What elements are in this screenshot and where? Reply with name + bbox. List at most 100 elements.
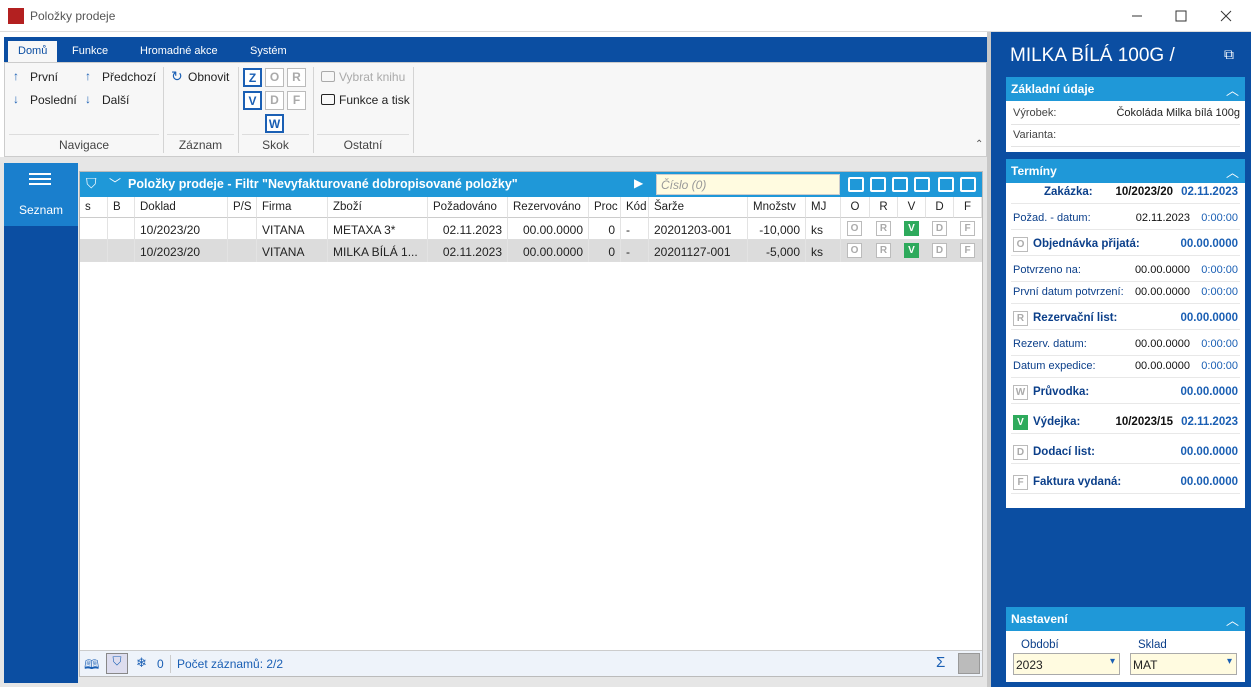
app-icon bbox=[8, 8, 24, 24]
jump-button[interactable]: R bbox=[287, 68, 306, 87]
ribbon-tab[interactable]: Domů bbox=[8, 41, 58, 62]
sidebar-item[interactable]: Seznam bbox=[4, 163, 78, 226]
jump-button[interactable]: V bbox=[243, 91, 262, 110]
section-header[interactable]: Nastavení bbox=[1006, 607, 1245, 631]
term-label: Datum expedice: bbox=[1013, 360, 1096, 372]
toolbar-icon[interactable] bbox=[848, 177, 864, 192]
grid-cell: 20201203-001 bbox=[649, 218, 748, 240]
section-chevron[interactable]: ︿ bbox=[1226, 83, 1240, 98]
column-header[interactable]: s bbox=[80, 197, 108, 218]
toolbar-icon[interactable] bbox=[938, 177, 954, 192]
grid-cell: 02.11.2023 bbox=[428, 218, 508, 240]
detail-section: Termíny ︿ Zakázka: 10/2023/20 02.11.2023 Poža… bbox=[1006, 159, 1245, 508]
group-label: Ostatní bbox=[343, 138, 383, 152]
group-separator bbox=[413, 67, 414, 153]
term-label: Dodací list: bbox=[1033, 446, 1095, 458]
term-line bbox=[1011, 463, 1240, 464]
group-separator bbox=[163, 67, 164, 153]
group-line bbox=[167, 134, 234, 135]
grid-cell: MILKA BÍLÁ 1... bbox=[328, 240, 428, 262]
play-icon[interactable]: ▶ bbox=[634, 176, 644, 190]
section-chevron[interactable]: ︿ bbox=[1226, 165, 1240, 180]
column-header[interactable]: Množstv bbox=[748, 197, 806, 218]
column-header[interactable]: R bbox=[870, 197, 898, 218]
dropdown-icon: ▾ bbox=[1109, 656, 1115, 667]
column-header[interactable]: Rezervováno bbox=[508, 197, 589, 218]
toolbar-icon[interactable] bbox=[914, 177, 930, 192]
jump-button[interactable]: W bbox=[265, 114, 284, 133]
popout-icon[interactable]: ⧉ bbox=[1224, 46, 1234, 62]
column-header[interactable]: Požadováno bbox=[428, 197, 508, 218]
setting-input[interactable]: MAT ▾ bbox=[1130, 653, 1237, 675]
column-header[interactable]: D bbox=[926, 197, 954, 218]
column-header[interactable]: Firma bbox=[257, 197, 328, 218]
section-chevron[interactable]: ︿ bbox=[1226, 613, 1240, 628]
setting-input[interactable]: 2023 ▾ bbox=[1013, 653, 1120, 675]
section-header[interactable]: Základní údaje bbox=[1006, 77, 1245, 101]
ribbon-tab[interactable]: Hromadné akce bbox=[140, 45, 218, 57]
search-box[interactable]: Číslo (0) bbox=[656, 174, 840, 195]
book-icon[interactable]: 🕮 bbox=[84, 657, 100, 672]
edit-icon[interactable] bbox=[958, 653, 980, 674]
grid-cell: METAXA 3* bbox=[328, 218, 428, 240]
term-time: 0:00:00 bbox=[1201, 264, 1238, 276]
grid-cell-border bbox=[107, 240, 108, 262]
grid-row[interactable] bbox=[80, 218, 982, 240]
button-label: První bbox=[30, 70, 59, 84]
jump-button[interactable]: D bbox=[265, 91, 284, 110]
status-badge: O bbox=[847, 221, 862, 236]
toolbar-icon[interactable] bbox=[892, 177, 908, 192]
sum-icon[interactable]: Σ bbox=[936, 654, 946, 671]
toolbar-icon[interactable] bbox=[960, 177, 976, 192]
sidebar: Seznam bbox=[4, 163, 78, 683]
column-header[interactable]: Doklad bbox=[135, 197, 228, 218]
filter-icon[interactable]: ⛉ bbox=[86, 175, 97, 191]
term-value: 00.00.0000 bbox=[1134, 264, 1190, 276]
column-header[interactable]: Proc bbox=[589, 197, 621, 218]
column-header[interactable]: P/S bbox=[228, 197, 257, 218]
toolbar-icon[interactable] bbox=[870, 177, 886, 192]
icon bbox=[321, 71, 335, 82]
grid-cell: -5,000 bbox=[748, 240, 806, 262]
column-header[interactable]: Zboží bbox=[328, 197, 428, 218]
filter-toggle[interactable]: ⛉ bbox=[106, 653, 128, 674]
refresh-button[interactable]: ↻ Obnovit bbox=[171, 68, 237, 87]
collapse-icon[interactable]: ﹀ bbox=[109, 177, 122, 191]
grid-cell: 0 bbox=[589, 218, 621, 240]
column-header[interactable]: B bbox=[108, 197, 135, 218]
status-badge: F bbox=[960, 243, 975, 258]
other-button[interactable]: Funkce a tisk bbox=[321, 92, 413, 110]
column-header[interactable]: Šarže bbox=[649, 197, 748, 218]
group-label: Záznam bbox=[178, 138, 223, 152]
collapse-ribbon[interactable]: ⌃ bbox=[975, 139, 984, 150]
term-line bbox=[1011, 433, 1240, 434]
group-separator bbox=[313, 67, 314, 153]
column-header[interactable]: V bbox=[898, 197, 926, 218]
window-controls[interactable] bbox=[1120, 6, 1245, 26]
splitter[interactable] bbox=[987, 32, 991, 687]
column-header[interactable]: O bbox=[841, 197, 870, 218]
term-label: Rezervační list: bbox=[1033, 312, 1118, 324]
detail-title: MILKA BÍLÁ 100G / bbox=[1010, 45, 1175, 66]
jump-button[interactable]: F bbox=[287, 91, 306, 110]
status-badge: O bbox=[847, 243, 862, 258]
grid-row[interactable] bbox=[80, 240, 982, 262]
menu-icon-line bbox=[29, 183, 51, 185]
other-button[interactable]: Vybrat knihu bbox=[321, 69, 413, 87]
column-header[interactable]: MJ bbox=[806, 197, 841, 218]
grid-cell: -10,000 bbox=[748, 218, 806, 240]
jump-button[interactable]: Z bbox=[243, 68, 262, 87]
section-header[interactable]: Termíny bbox=[1006, 159, 1245, 183]
snow-icon[interactable]: ❄ bbox=[136, 655, 147, 670]
term-date: 02.11.2023 bbox=[1181, 416, 1238, 428]
column-header[interactable]: Kód bbox=[621, 197, 649, 218]
ribbon-tab[interactable]: Funkce bbox=[72, 45, 109, 57]
ribbon-tab[interactable]: Systém bbox=[250, 45, 287, 57]
grid-cell-border bbox=[134, 240, 135, 262]
column-header[interactable]: F bbox=[954, 197, 982, 218]
jump-button[interactable]: O bbox=[265, 68, 284, 87]
button-label: Poslední bbox=[30, 93, 77, 107]
sidebar-label: Seznam bbox=[18, 203, 64, 217]
record-count: Počet záznamů: 2/2 bbox=[177, 657, 284, 671]
